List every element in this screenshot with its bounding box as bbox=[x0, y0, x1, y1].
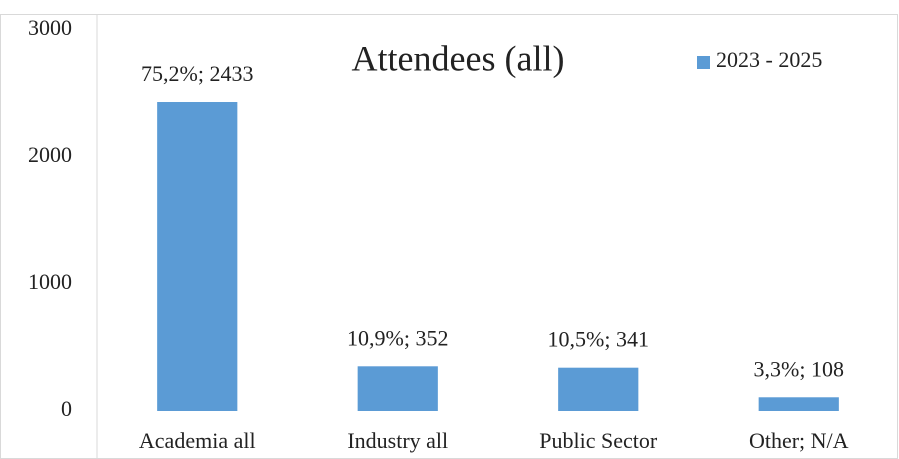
bar bbox=[558, 367, 639, 411]
x-tick-label: Public Sector bbox=[539, 428, 658, 453]
chart-frame bbox=[0, 14, 898, 459]
data-label: 3,3%; 108 bbox=[754, 356, 844, 381]
bar bbox=[758, 397, 839, 411]
bar bbox=[357, 366, 438, 411]
y-tick-label: 1000 bbox=[28, 269, 72, 294]
legend-swatch bbox=[697, 56, 710, 69]
y-tick-label: 0 bbox=[61, 396, 72, 421]
data-label: 10,9%; 352 bbox=[347, 325, 448, 350]
x-tick-label: Academia all bbox=[139, 428, 256, 453]
data-label: 75,2%; 2433 bbox=[141, 61, 253, 86]
x-tick-label: Industry all bbox=[347, 428, 448, 453]
legend-label: 2023 - 2025 bbox=[716, 47, 822, 72]
data-label: 10,5%; 341 bbox=[548, 327, 649, 352]
bar bbox=[157, 102, 238, 411]
x-tick-label: Other; N/A bbox=[749, 428, 849, 453]
y-tick-label: 3000 bbox=[28, 15, 72, 40]
chart-title: Attendees (all) bbox=[352, 38, 565, 78]
y-tick-label: 2000 bbox=[28, 142, 72, 167]
